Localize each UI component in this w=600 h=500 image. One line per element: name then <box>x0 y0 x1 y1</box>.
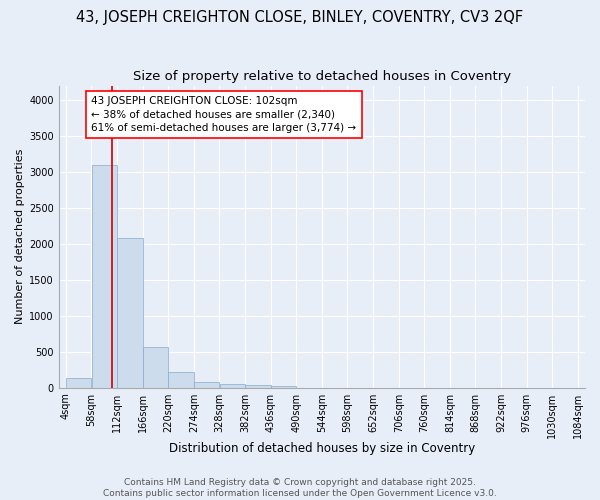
Bar <box>194 382 220 388</box>
Bar <box>117 238 143 388</box>
Bar <box>245 385 271 388</box>
Title: Size of property relative to detached houses in Coventry: Size of property relative to detached ho… <box>133 70 511 83</box>
Text: 43, JOSEPH CREIGHTON CLOSE, BINLEY, COVENTRY, CV3 2QF: 43, JOSEPH CREIGHTON CLOSE, BINLEY, COVE… <box>76 10 524 25</box>
Text: Contains HM Land Registry data © Crown copyright and database right 2025.
Contai: Contains HM Land Registry data © Crown c… <box>103 478 497 498</box>
Bar <box>169 372 194 388</box>
Bar <box>271 386 296 388</box>
Bar <box>66 378 91 388</box>
Bar <box>92 164 117 388</box>
Bar <box>220 384 245 388</box>
Y-axis label: Number of detached properties: Number of detached properties <box>15 149 25 324</box>
X-axis label: Distribution of detached houses by size in Coventry: Distribution of detached houses by size … <box>169 442 475 455</box>
Bar <box>143 346 168 388</box>
Text: 43 JOSEPH CREIGHTON CLOSE: 102sqm
← 38% of detached houses are smaller (2,340)
6: 43 JOSEPH CREIGHTON CLOSE: 102sqm ← 38% … <box>91 96 356 132</box>
